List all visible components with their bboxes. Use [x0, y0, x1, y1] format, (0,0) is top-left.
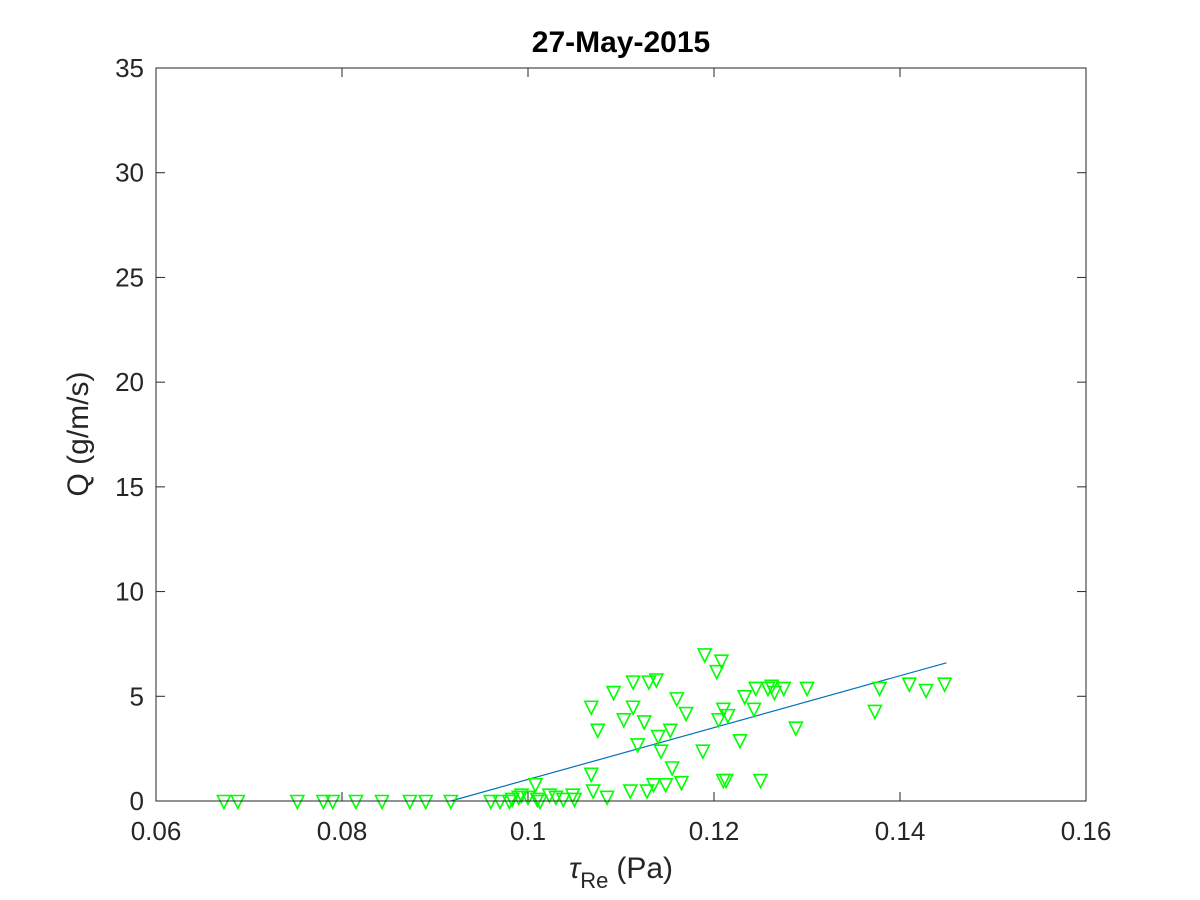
data-point-marker: [443, 794, 459, 811]
data-point-marker: [532, 794, 548, 811]
data-point-marker: [566, 792, 583, 809]
data-point-marker: [748, 681, 764, 698]
data-point-marker: [936, 677, 953, 694]
data-point-marker: [673, 775, 690, 792]
data-point-marker: [529, 792, 546, 809]
x-tick-label: 0.08: [317, 816, 368, 846]
chart-title: 27-May-2015: [532, 26, 710, 59]
data-point-marker: [775, 681, 792, 698]
x-axis-label: τRe (Pa): [569, 852, 673, 893]
data-point-marker: [541, 788, 558, 805]
data-point-marker: [678, 706, 694, 723]
data-point-marker: [713, 654, 730, 670]
y-axis-label: Q (g/m/s): [62, 372, 95, 497]
data-point-marker: [718, 773, 734, 790]
data-point-marker: [374, 794, 390, 811]
data-point-marker: [871, 681, 888, 698]
y-tick-label: 25: [115, 262, 144, 292]
data-point-marker: [708, 664, 725, 681]
data-point-marker: [746, 702, 762, 719]
data-point-marker: [625, 675, 641, 691]
x-axis-label-subscript: Re: [580, 868, 608, 893]
plot-area: [156, 68, 1086, 801]
x-tick-label: 0.1: [510, 816, 546, 846]
data-point-marker: [710, 713, 727, 729]
y-axis-tick-labels: 0 5 10 15 20 25 30 35: [115, 53, 144, 816]
data-point-marker: [520, 790, 536, 807]
data-point-marker: [766, 685, 783, 702]
data-point-marker: [625, 700, 641, 717]
data-point-marker: [483, 794, 499, 811]
data-point-marker: [867, 704, 883, 721]
y-tick-label: 30: [115, 158, 144, 188]
data-point-marker: [348, 794, 364, 811]
data-point-marker: [599, 790, 615, 807]
x-tick-label: 0.16: [1061, 816, 1112, 846]
data-point-marker: [732, 733, 748, 750]
data-point-marker: [641, 675, 657, 691]
x-axis-ticks: [155, 68, 1087, 801]
data-point-marker: [636, 715, 653, 731]
y-tick-label: 10: [115, 577, 144, 607]
data-point-marker: [662, 723, 679, 740]
data-point-marker: [639, 784, 655, 800]
data-point-marker: [736, 689, 753, 706]
y-tick-label: 5: [130, 681, 144, 711]
data-point-marker: [799, 681, 815, 698]
data-point-marker: [648, 673, 665, 689]
data-point-marker: [510, 790, 527, 807]
data-point-marker: [402, 794, 418, 811]
data-point-marker: [315, 794, 332, 811]
data-point-marker: [720, 708, 736, 725]
data-point-marker: [629, 738, 646, 754]
y-tick-label: 0: [130, 786, 144, 816]
data-point-marker: [216, 794, 232, 811]
data-point-marker: [583, 700, 600, 717]
data-point-marker: [513, 788, 530, 805]
data-point-marker: [230, 794, 246, 811]
plot-frame: [155, 67, 1087, 802]
data-point-marker: [289, 794, 306, 811]
data-point-marker: [622, 784, 639, 800]
y-tick-label: 15: [115, 472, 144, 502]
data-point-marker: [417, 794, 434, 811]
data-point-marker: [901, 677, 918, 694]
data-point-marker: [664, 761, 680, 777]
data-point-marker: [653, 744, 669, 761]
data-point-marker: [501, 794, 518, 811]
data-point-marker: [585, 784, 601, 800]
data-points-layer: [216, 648, 953, 811]
data-point-marker: [605, 685, 622, 702]
data-point-marker: [492, 794, 508, 811]
data-point-marker: [657, 777, 674, 794]
data-point-marker: [760, 681, 776, 698]
data-point-marker: [527, 777, 544, 794]
x-axis-label-symbol: τ: [569, 852, 582, 885]
y-tick-label: 20: [115, 367, 144, 397]
x-tick-label: 0.06: [131, 816, 182, 846]
data-point-marker: [752, 773, 769, 790]
x-tick-label: 0.14: [875, 816, 926, 846]
data-point-marker: [615, 713, 632, 729]
data-point-marker: [788, 721, 804, 737]
x-axis-label-unit: (Pa): [616, 852, 673, 885]
data-point-marker: [504, 792, 520, 809]
data-point-marker: [589, 723, 606, 740]
y-tick-label: 35: [115, 53, 144, 83]
data-point-marker: [695, 744, 711, 761]
data-point-marker: [669, 692, 685, 708]
data-point-marker: [324, 794, 341, 811]
data-point-marker: [650, 729, 666, 746]
data-point-marker: [696, 648, 713, 664]
data-point-marker: [918, 683, 934, 700]
y-axis-ticks: [156, 67, 1086, 802]
data-point-marker: [555, 792, 572, 809]
x-tick-label: 0.12: [689, 816, 740, 846]
data-point-marker: [645, 777, 662, 794]
data-point-marker: [583, 767, 600, 784]
x-axis-tick-labels: 0.06 0.08 0.1 0.12 0.14 0.16: [131, 816, 1112, 846]
